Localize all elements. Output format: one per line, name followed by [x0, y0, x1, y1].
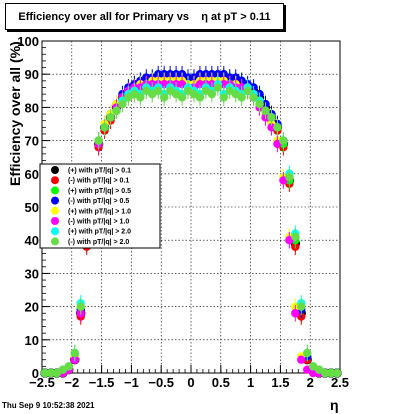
legend-marker: [51, 196, 59, 205]
data-point: [154, 86, 163, 96]
x-tick-label: 1.5: [271, 375, 289, 390]
data-point: [332, 368, 342, 378]
x-tick-label: −1: [124, 375, 139, 390]
data-point: [279, 136, 288, 145]
legend-marker: [51, 166, 59, 174]
data-point: [40, 368, 50, 378]
y-tick-label: 20: [25, 300, 39, 315]
x-tick-label: −2.5: [29, 375, 55, 390]
data-point: [249, 93, 258, 102]
y-tick-label: 50: [25, 200, 39, 215]
data-point: [291, 232, 300, 242]
data-point: [237, 93, 246, 102]
data-point: [213, 83, 223, 92]
y-tick-label: 60: [25, 167, 39, 182]
data-point: [94, 136, 103, 145]
x-tick-label: 1: [247, 375, 254, 390]
legend-label: (+) with pT/|q| > 0.1: [68, 168, 131, 175]
legend-box: [39, 163, 161, 249]
x-tick-label: 0: [187, 375, 194, 390]
data-point: [70, 348, 79, 358]
data-point: [297, 302, 306, 311]
y-tick-label: 100: [17, 34, 39, 49]
data-point: [159, 93, 169, 102]
data-point: [64, 362, 74, 371]
y-tick-label: 70: [25, 134, 39, 149]
x-tick-label: −1.5: [89, 375, 115, 390]
x-tick-label: 0.5: [212, 375, 230, 390]
x-tick-label: 2: [307, 375, 314, 390]
legend-label: (+) with pT/|q| > 1.0: [68, 208, 131, 215]
y-tick-label: 10: [25, 333, 39, 348]
data-point: [320, 368, 330, 378]
chart-title: Efficiency over all for Primary vs η at …: [18, 11, 271, 23]
x-axis-ticks: −2.5 −2 −1.5 −1 −0.5 0 0.5 1 1.5 2 2.5: [29, 365, 349, 390]
data-point: [118, 99, 127, 109]
data-point: [207, 89, 217, 99]
data-point: [46, 368, 56, 378]
legend-marker: [51, 227, 59, 236]
data-point: [285, 172, 294, 182]
data-point: [303, 348, 312, 358]
legend-label: (+) with pT/|q| > 0.5: [68, 188, 131, 195]
x-axis-label: η: [330, 397, 339, 413]
chart-title-box: Efficiency over all for Primary vs η at …: [5, 3, 284, 30]
y-tick-label: 0: [32, 366, 39, 381]
timestamp: Thu Sep 9 10:52:38 2021: [2, 401, 95, 410]
data-point: [100, 123, 109, 132]
x-tick-label: −0.5: [148, 375, 174, 390]
data-point: [112, 106, 121, 115]
data-point: [297, 355, 306, 364]
data-point: [261, 106, 270, 115]
data-point: [326, 368, 336, 378]
legend-marker: [51, 217, 59, 225]
data-point: [267, 113, 276, 122]
legend-marker: [51, 237, 59, 246]
legend-label: (-) with pT/|q| > 0.5: [68, 198, 129, 205]
y-axis-ticks: 0 10 20 30 40 50 60 70 80 90 100: [17, 34, 50, 381]
data-point: [291, 309, 300, 318]
legend-marker: [51, 176, 59, 185]
legend-label: (-) with pT/|q| > 0.1: [68, 178, 129, 185]
data-point: [255, 99, 264, 109]
y-tick-label: 80: [25, 100, 39, 115]
data-point: [243, 86, 252, 96]
grid-lines: [42, 41, 340, 373]
data-point: [136, 93, 145, 102]
x-tick-label: 2.5: [331, 375, 349, 390]
data-point: [177, 93, 187, 102]
legend-label: (-) with pT/|q| > 2.0: [68, 239, 129, 246]
data-point: [76, 302, 85, 311]
legend-marker: [51, 186, 59, 195]
y-tick-label: 90: [25, 67, 39, 82]
data-point: [195, 93, 205, 102]
data-point: [267, 123, 276, 132]
y-tick-label: 30: [25, 266, 39, 281]
legend-marker: [51, 206, 59, 215]
data-point: [106, 113, 115, 122]
legend-label: (+) with pT/|q| > 2.0: [68, 229, 131, 236]
y-tick-label: 40: [25, 233, 39, 248]
legend: (+) with pT/|q| > 0.1 (-) with pT/|q| > 0…: [39, 163, 161, 249]
data-point: [219, 93, 228, 102]
data-point: [273, 123, 282, 132]
x-tick-label: −2: [64, 375, 79, 390]
legend-label: (-) with pT/|q| > 1.0: [68, 219, 129, 226]
